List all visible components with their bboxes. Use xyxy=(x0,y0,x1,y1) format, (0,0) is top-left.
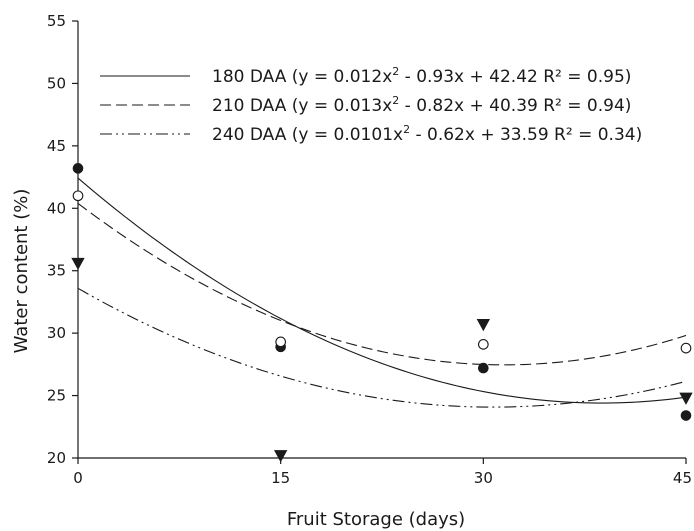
legend-label: 180 DAA (y = 0.012x2 - 0.93x + 42.42 R² … xyxy=(212,65,631,87)
y-tick-label: 30 xyxy=(47,324,66,342)
legend-label-rest: - 0.93x + 42.42 R² = 0.95) xyxy=(399,67,631,87)
x-tick-label: 45 xyxy=(673,469,692,487)
data-point-240-daa xyxy=(71,257,85,271)
legend-label: 210 DAA (y = 0.013x2 - 0.82x + 40.39 R² … xyxy=(212,94,631,116)
fit-curve-240-daa xyxy=(77,287,687,408)
data-point-240-daa xyxy=(679,392,693,405)
data-point-240-daa xyxy=(476,319,491,332)
data-point-210-daa xyxy=(477,339,489,350)
legend-label-main: 180 DAA (y = 0.012x xyxy=(212,67,392,87)
data-points xyxy=(71,163,693,463)
data-point-180-daa xyxy=(478,362,489,374)
legend-superscript: 2 xyxy=(403,123,410,136)
y-axis-title: Water content (%) xyxy=(11,189,32,354)
axes: 20 25 30 35 40 45 50 55 0 15 30 45 xyxy=(47,12,692,487)
data-point-210-daa xyxy=(72,190,84,202)
data-point-210-daa xyxy=(680,342,692,354)
y-tick-label: 35 xyxy=(47,262,66,280)
legend-label-main: 210 DAA (y = 0.013x xyxy=(212,96,392,116)
y-tick-label: 20 xyxy=(47,449,66,467)
fit-curves xyxy=(77,177,687,408)
legend-label-main: 240 DAA (y = 0.0101x xyxy=(212,125,403,145)
fit-curve-210-daa xyxy=(77,202,687,366)
legend-superscript: 2 xyxy=(392,65,399,78)
x-axis-title: Fruit Storage (days) xyxy=(287,509,465,530)
x-tick-label: 15 xyxy=(271,469,290,487)
data-point-210-daa xyxy=(275,336,287,348)
y-tick-label: 40 xyxy=(47,199,66,217)
y-tick-label: 45 xyxy=(47,137,66,155)
x-tick-label: 0 xyxy=(73,469,83,487)
legend-superscript: 2 xyxy=(392,94,399,107)
legend-label: 240 DAA (y = 0.0101x2 - 0.62x + 33.59 R²… xyxy=(212,123,642,145)
y-tick-label: 55 xyxy=(47,12,66,30)
y-tick-label: 25 xyxy=(47,387,66,405)
fit-curve-180-daa xyxy=(77,177,687,404)
legend: 180 DAA (y = 0.012x2 - 0.93x + 42.42 R² … xyxy=(100,65,642,145)
legend-label-rest: - 0.82x + 40.39 R² = 0.94) xyxy=(399,96,631,116)
data-point-180-daa xyxy=(72,163,84,174)
y-tick-label: 50 xyxy=(47,74,66,92)
data-point-240-daa xyxy=(273,450,288,463)
data-point-180-daa xyxy=(680,410,692,421)
legend-label-rest: - 0.62x + 33.59 R² = 0.34) xyxy=(410,125,642,145)
x-tick-label: 30 xyxy=(474,469,493,487)
